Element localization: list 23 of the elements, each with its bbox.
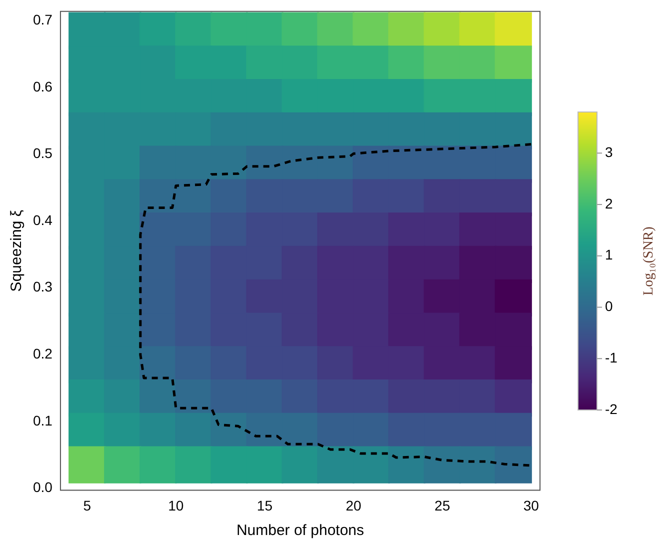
color-bar-label: 3 <box>605 144 613 160</box>
y-tick-label: 0.2 <box>32 346 53 362</box>
y-tick-label: 0.4 <box>32 212 53 228</box>
color-bar-label: -1 <box>605 349 618 366</box>
color-bar-title: Log₁₀(SNR) <box>642 226 657 296</box>
color-bar-label: 0 <box>605 298 613 314</box>
x-tick-label: 30 <box>523 497 540 514</box>
x-tick-label: 15 <box>256 497 273 514</box>
y-tick-label: 0.3 <box>32 278 53 295</box>
y-tick-label: 0.7 <box>32 12 53 28</box>
y-tick-label: 0.1 <box>32 412 53 428</box>
x-axis-title: Number of photons <box>236 522 364 540</box>
color-bar-label: 2 <box>605 195 613 212</box>
x-tick-label: 25 <box>434 497 450 514</box>
y-tick-label: 0.0 <box>32 479 53 496</box>
color-bar-label: 1 <box>605 246 613 263</box>
x-tick-label: 5 <box>83 497 92 514</box>
x-tick-label: 20 <box>346 497 362 514</box>
y-tick-label: 0.5 <box>32 145 53 162</box>
color-bar-label: -2 <box>605 400 618 417</box>
y-tick-label: 0.6 <box>32 78 53 94</box>
y-axis-title: Squeezing ξ <box>8 210 26 292</box>
x-tick-label: 10 <box>168 497 184 514</box>
